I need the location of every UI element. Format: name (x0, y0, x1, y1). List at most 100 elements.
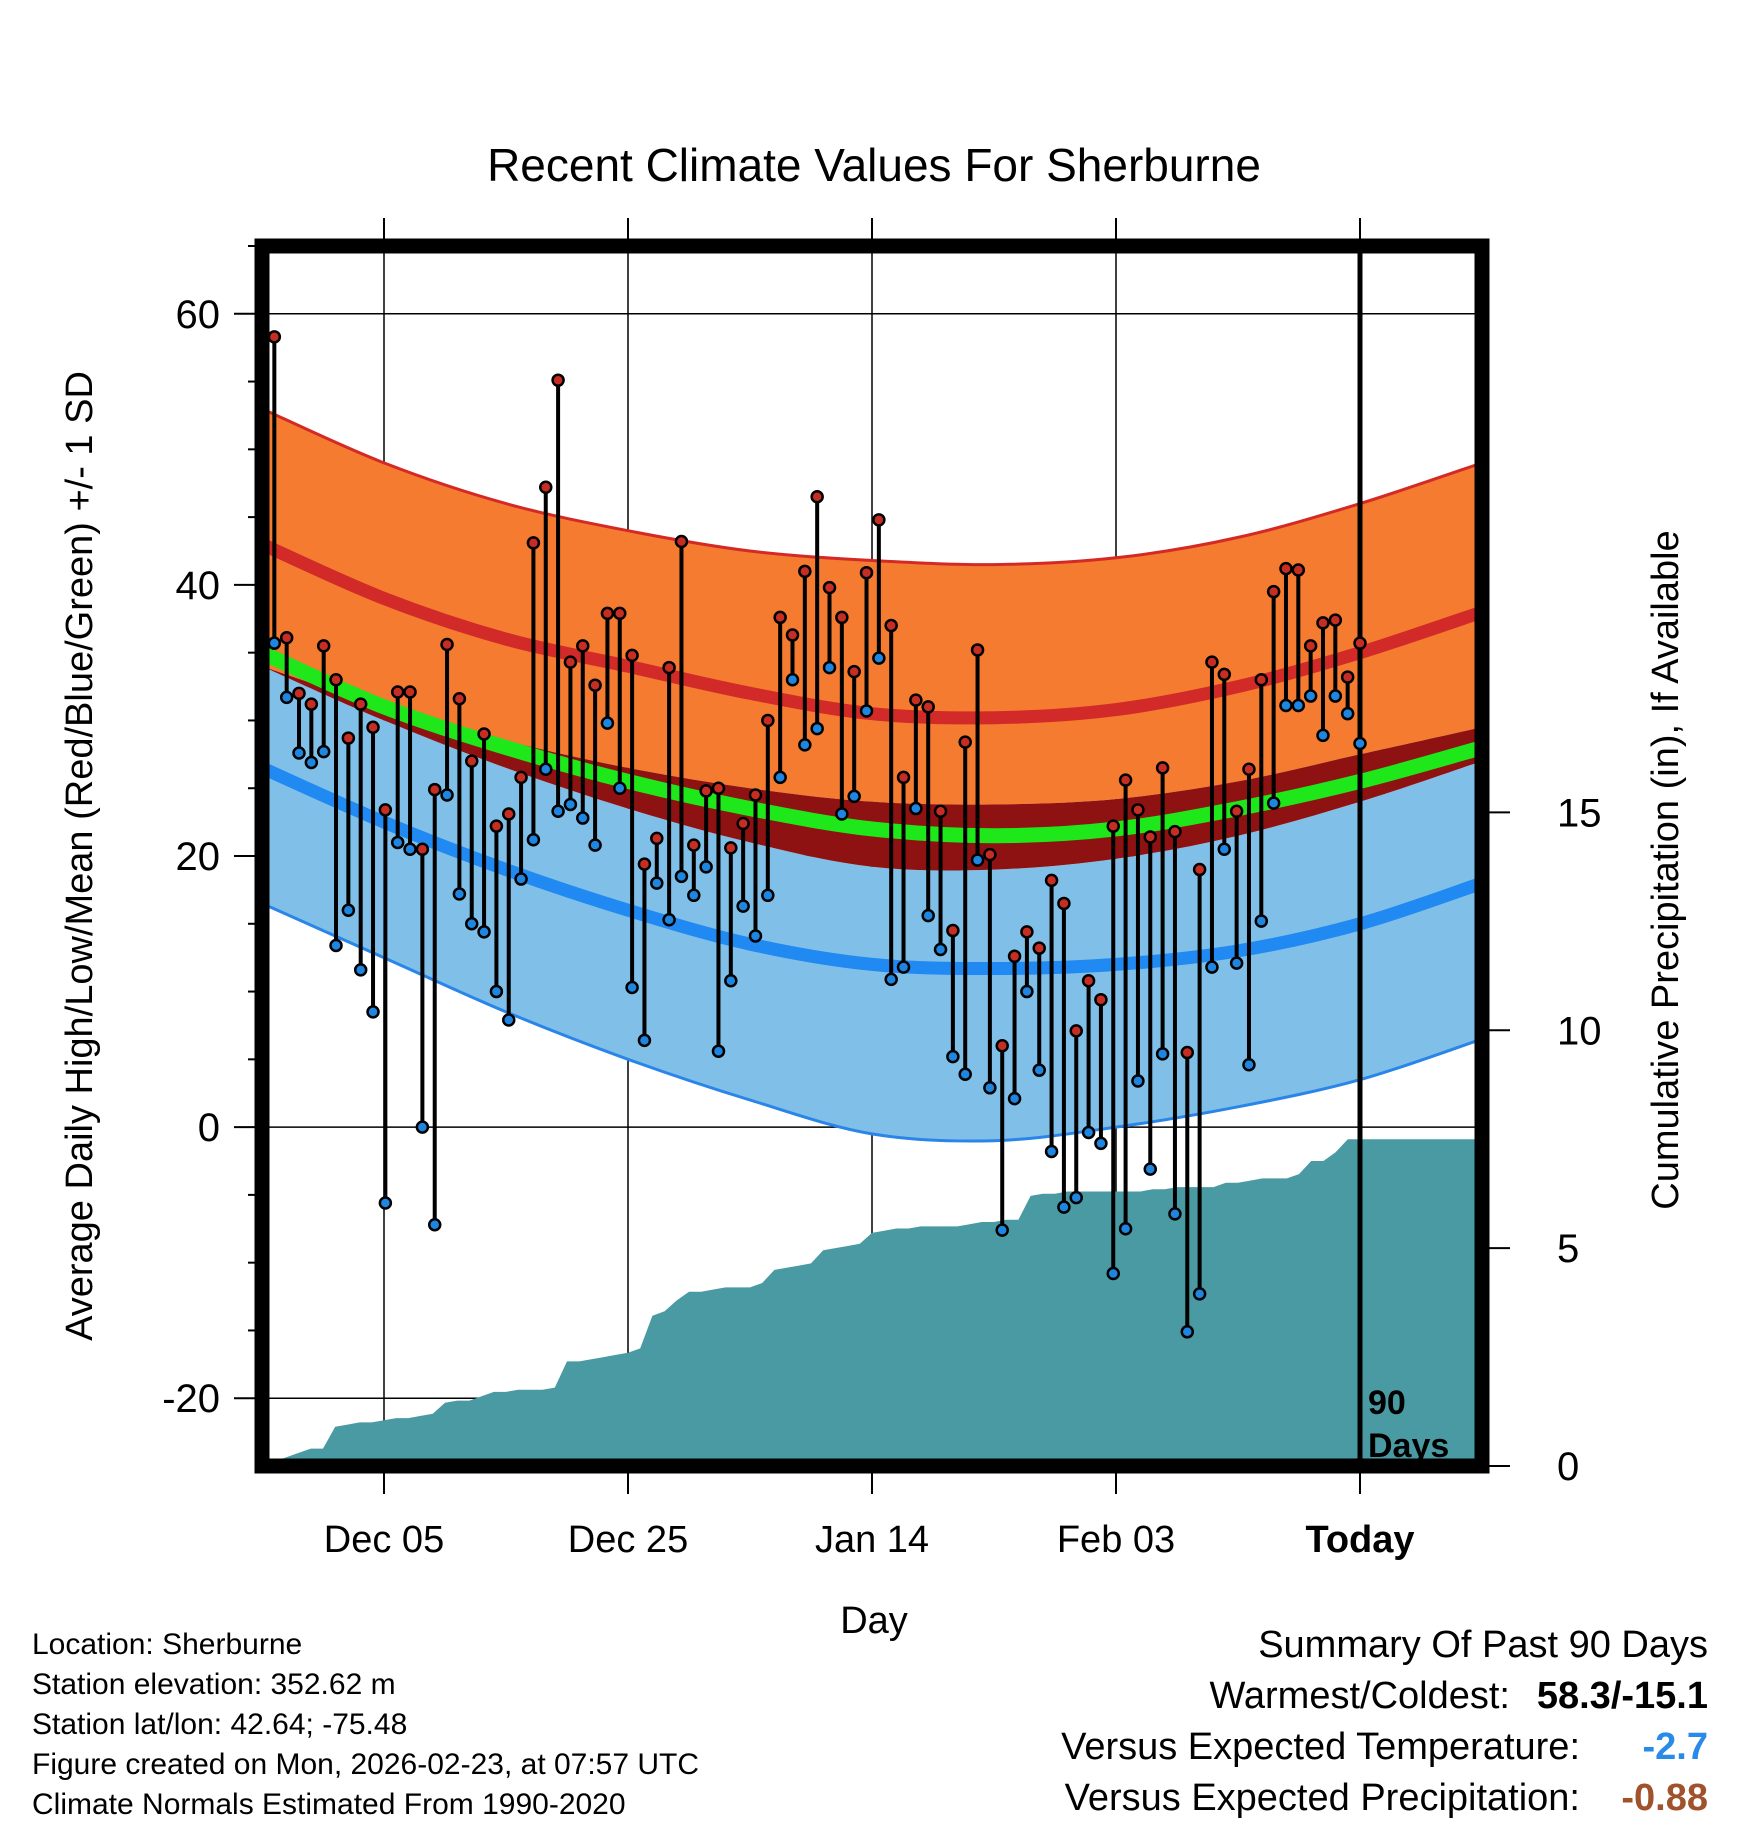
daily-low-point (650, 876, 664, 890)
daily-high-point (761, 713, 775, 728)
daily-low-point (563, 797, 578, 812)
daily-low-point (1340, 706, 1355, 721)
daily-high-point (810, 490, 824, 504)
daily-high-point (724, 841, 738, 855)
y-tick-label: 40 (176, 564, 221, 608)
summary-title: Summary Of Past 90 Days (1258, 1624, 1708, 1666)
daily-high-point (316, 639, 331, 653)
daily-low-point (699, 860, 713, 874)
daily-low-point (798, 738, 812, 752)
daily-high-point (1032, 941, 1046, 955)
daily-high-point (267, 330, 282, 344)
daily-high-point (872, 513, 886, 527)
daily-high-point (1242, 762, 1256, 776)
daily-high-point (329, 673, 343, 687)
daily-high-point (1020, 925, 1034, 939)
daily-low-point (1131, 1074, 1145, 1088)
daily-high-point (1106, 819, 1121, 833)
daily-high-point (637, 857, 652, 871)
y2-tick-label: 5 (1557, 1227, 1579, 1271)
daily-low-point (662, 912, 676, 927)
daily-high-point (489, 819, 504, 833)
daily-low-point (909, 801, 923, 816)
daily-low-point (526, 832, 541, 847)
daily-high-point (1217, 667, 1232, 682)
x-tick-label: Dec 25 (568, 1519, 688, 1561)
daily-high-point (1094, 992, 1108, 1007)
daily-high-point (1168, 824, 1182, 839)
high-plus-sd-line (262, 407, 1482, 567)
daily-values (262, 330, 1367, 1339)
daily-high-point (995, 1039, 1009, 1053)
daily-low-point (1291, 698, 1306, 713)
daily-high-point (1180, 1045, 1195, 1060)
daily-high-point (1266, 584, 1281, 599)
daily-high-point (440, 637, 454, 652)
daily-high-point (1081, 973, 1096, 988)
daily-low-point (933, 942, 948, 957)
daily-low-point (514, 872, 528, 886)
daily-high-point (539, 480, 553, 495)
daily-high-point (650, 831, 664, 846)
daily-high-point (674, 534, 689, 549)
daily-high-point (563, 655, 578, 669)
daily-high-point (366, 720, 380, 734)
daily-high-point (1340, 670, 1355, 684)
daily-low-point (724, 973, 738, 988)
daily-low-point (1229, 956, 1244, 970)
warmest-coldest-value: 58.3/-15.1 (1536, 1675, 1708, 1717)
daily-high-point (415, 842, 430, 856)
daily-low-point (995, 1223, 1009, 1237)
x-tick-label: Today (1305, 1519, 1414, 1561)
daily-low-point (970, 853, 985, 867)
daily-high-point (1229, 804, 1244, 819)
daily-high-point (983, 847, 997, 862)
daily-low-point (983, 1081, 997, 1095)
daily-low-point (748, 929, 763, 943)
y2-axis-label: Cumulative Precipitation (in), If Availa… (1645, 530, 1687, 1209)
daily-high-point (514, 770, 528, 785)
normals-text: Climate Normals Estimated From 1990-2020 (32, 1788, 626, 1821)
daily-low-point (773, 770, 787, 785)
daily-high-point (711, 781, 726, 795)
created-text: Figure created on Mon, 2026-02-23, at 07… (32, 1748, 700, 1781)
daily-high-point (909, 693, 923, 707)
low-sd-band (262, 666, 1482, 1142)
daily-low-point (958, 1067, 972, 1081)
daily-high-point (1143, 830, 1158, 844)
daily-high-point (1069, 1024, 1083, 1038)
daily-high-point (946, 923, 960, 938)
daily-high-point (1057, 896, 1071, 911)
daily-low-point (292, 746, 306, 760)
daily-high-point (1192, 862, 1207, 877)
daily-low-point (539, 762, 553, 776)
y2-tick-label: 15 (1557, 791, 1602, 835)
daily-low-point (1007, 1091, 1022, 1106)
x-tick-label: Dec 05 (324, 1519, 444, 1561)
daily-high-point (378, 803, 393, 817)
daily-low-point (1254, 914, 1269, 928)
daily-low-point (1303, 689, 1318, 703)
daily-low-point (884, 972, 898, 987)
daily-high-point (1316, 616, 1330, 630)
daily-low-point (576, 811, 590, 825)
temp-anomaly-label: Versus Expected Temperature: (1061, 1726, 1580, 1768)
daily-high-point (526, 536, 541, 550)
daily-low-point (489, 984, 504, 999)
daily-high-point (958, 735, 972, 749)
y-tick-label: -20 (162, 1377, 220, 1421)
daily-low-point (625, 980, 639, 995)
y-tick-label: 0 (198, 1106, 220, 1150)
cumulative-precip-area (262, 1139, 1482, 1466)
daily-low-point (1069, 1190, 1083, 1205)
daily-low-point (279, 690, 294, 705)
daily-low-point (1057, 1200, 1071, 1214)
daily-low-point (921, 908, 935, 923)
daily-high-point (785, 628, 800, 642)
daily-low-point (588, 838, 602, 852)
daily-low-point (304, 755, 319, 770)
daily-low-point (761, 888, 775, 903)
daily-low-point (810, 721, 824, 736)
daily-low-point (1155, 1047, 1170, 1061)
